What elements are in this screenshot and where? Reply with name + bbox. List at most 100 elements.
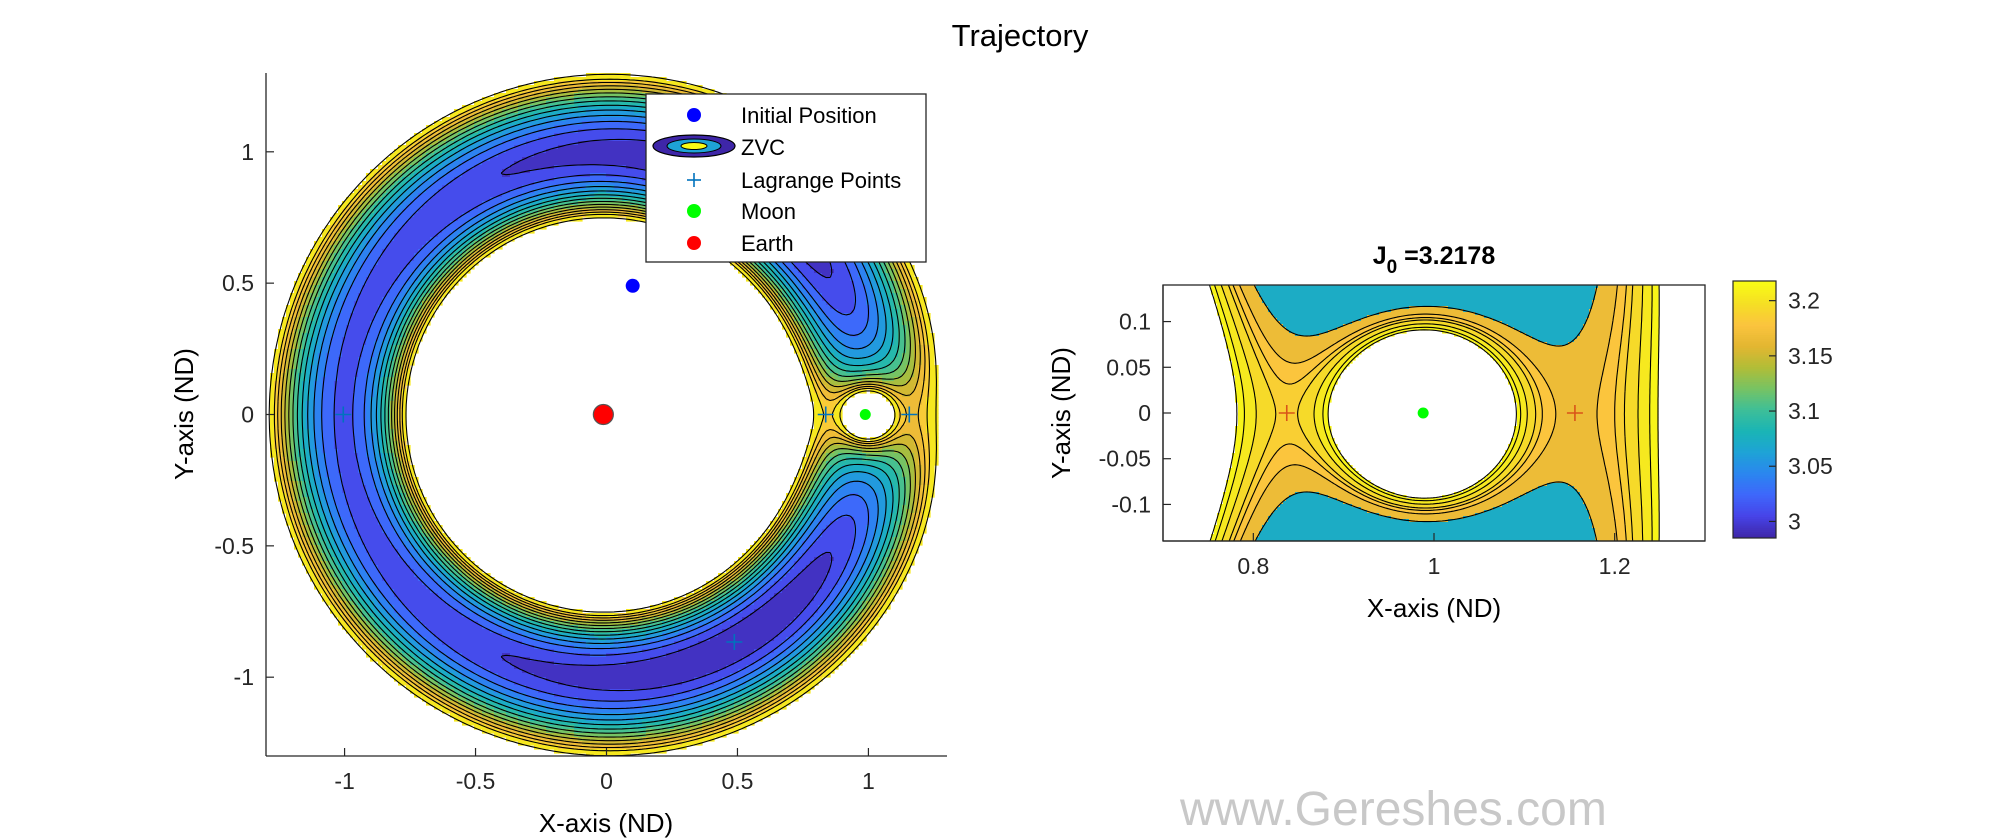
contour-line (1227, 285, 1634, 541)
contour-line (1220, 285, 1644, 541)
colorbar-band (1733, 433, 1776, 436)
y-axis-label-zoom: Y-axis (ND) (1046, 347, 1076, 479)
marker-moon (1417, 407, 1429, 419)
colorbar-band (1733, 377, 1776, 381)
y-tick-label: -0.05 (1099, 446, 1151, 472)
colorbar-band (1733, 287, 1776, 291)
colorbar-band (1733, 321, 1776, 325)
colorbar-band (1733, 293, 1776, 297)
colorbar-band (1733, 456, 1776, 460)
colorbar-band (1733, 497, 1776, 500)
colorbar-band (1733, 407, 1776, 410)
y-axis-label-main: Y-axis (ND) (169, 348, 199, 480)
legend-label-lagrange-points: Lagrange Points (741, 168, 901, 193)
x-axis-label-main: X-axis (ND) (539, 808, 673, 838)
colorbar-band (1733, 424, 1776, 428)
colorbar-band (1733, 368, 1776, 372)
colorbar-band (1733, 392, 1776, 396)
colorbar-band (1733, 486, 1776, 490)
x-tick-label: 1.2 (1599, 553, 1631, 579)
colorbar-band (1733, 443, 1776, 447)
colorbar-band (1733, 480, 1776, 483)
colorbar-band (1733, 300, 1776, 303)
colorbar-band (1733, 295, 1776, 299)
colorbar-band (1733, 463, 1776, 466)
colorbar-band (1733, 413, 1776, 417)
colorbar-band (1733, 379, 1776, 383)
colorbar-tick-label: 3.1 (1788, 398, 1820, 424)
colorbar-band (1733, 460, 1776, 464)
colorbar-band (1733, 283, 1776, 286)
colorbar-band (1733, 285, 1776, 288)
legend-label-moon: Moon (741, 199, 796, 224)
y-tick-label: 0.05 (1106, 354, 1151, 380)
y-tick-label: 0 (241, 402, 254, 428)
marker-lagrange-points (335, 406, 352, 423)
colorbar-band (1733, 531, 1776, 535)
colorbar-band (1733, 351, 1776, 355)
colorbar-band (1733, 343, 1776, 346)
colorbar-band (1733, 426, 1776, 430)
colorbar-band (1733, 475, 1776, 479)
colorbar-band (1733, 503, 1776, 507)
colorbar-band (1733, 381, 1776, 385)
colorbar-band (1733, 535, 1776, 539)
colorbar-band (1733, 430, 1776, 434)
x-tick-label: -1 (334, 768, 354, 794)
legend: Initial Position ZVC Lagrange Points Moo… (645, 93, 927, 263)
colorbar-band (1733, 418, 1776, 421)
axes-main-ticks: -1 -0.5 0 0.5 1 -1 -0.5 0 0.5 1 (214, 73, 947, 794)
colorbar-band (1733, 340, 1776, 344)
watermark: www.Gereshes.com (1179, 783, 1607, 836)
colorbar-band (1733, 358, 1776, 361)
colorbar-band (1733, 454, 1776, 458)
colorbar-tick-label: 3.2 (1788, 288, 1820, 314)
colorbar-band (1733, 405, 1776, 408)
legend-marker-zvc (652, 134, 736, 158)
colorbar-band (1733, 529, 1776, 533)
colorbar-band (1733, 415, 1776, 419)
x-tick-label: 0.5 (721, 768, 753, 794)
colorbar-band (1733, 375, 1776, 378)
colorbar-tick-label: 3 (1788, 508, 1801, 534)
colorbar-band (1733, 508, 1776, 511)
marker-earth (592, 403, 614, 426)
colorbar-band (1733, 490, 1776, 494)
contour-line (1253, 285, 1598, 541)
colorbar-band (1733, 308, 1776, 312)
colorbar-band (1733, 281, 1776, 284)
colorbar-band (1733, 525, 1776, 528)
colorbar-band (1733, 302, 1776, 306)
x-tick-label: 0 (600, 768, 613, 794)
colorbar-band (1733, 512, 1776, 515)
legend-label-initial-position: Initial Position (741, 103, 877, 128)
colorbar-band (1733, 493, 1776, 496)
colorbar-band (1733, 291, 1776, 295)
colorbar-band (1733, 478, 1776, 481)
colorbar-band (1733, 420, 1776, 423)
colorbar-band (1733, 484, 1776, 488)
colorbar-band (1733, 325, 1776, 329)
axes-zoom: 0.8 1 1.2 -0.1 -0.05 0 0.05 0.1 J0 =3.2178 X-ax… (1046, 242, 1833, 623)
colorbar-band (1733, 317, 1776, 321)
marker-lagrange-points (1566, 405, 1583, 421)
colorbar-band (1733, 533, 1776, 537)
x-axis-label-zoom: X-axis (ND) (1367, 593, 1501, 623)
colorbar-band (1733, 364, 1776, 368)
colorbar-band (1733, 390, 1776, 393)
colorbar-band (1733, 409, 1776, 413)
colorbar-band (1733, 437, 1776, 440)
colorbar-band (1733, 353, 1776, 357)
colorbar-band (1733, 450, 1776, 453)
x-tick-label: 0.8 (1237, 553, 1269, 579)
marker-initial-position (625, 278, 640, 293)
colorbar-band (1733, 516, 1776, 520)
colorbar-band (1733, 501, 1776, 505)
colorbar-band (1733, 400, 1776, 404)
colorbar-band (1733, 482, 1776, 485)
colorbar-band (1733, 338, 1776, 342)
colorbar-band (1733, 448, 1776, 451)
colorbar-band (1733, 469, 1776, 473)
colorbar-band (1733, 473, 1776, 477)
